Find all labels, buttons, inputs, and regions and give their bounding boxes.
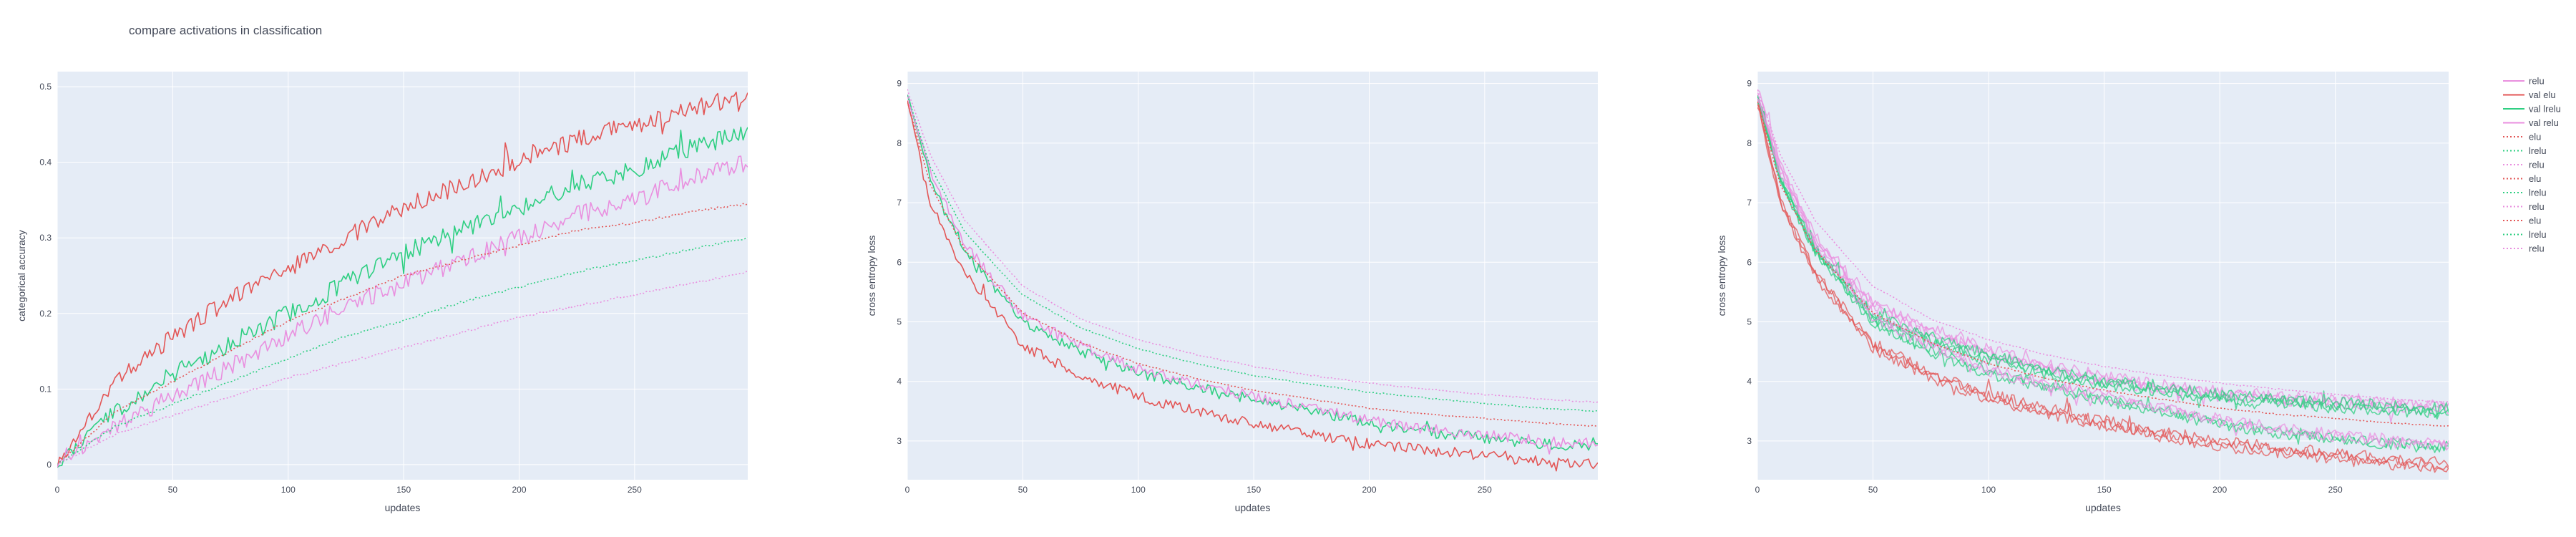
series-line-relu-bundle- [1757, 92, 2449, 412]
y-tick-label: 0.5 [39, 82, 52, 92]
series-line-val-relu [907, 94, 1598, 455]
y-tick-label: 0.4 [39, 158, 52, 168]
y-tick-label: 5 [897, 316, 902, 326]
x-axis-label: updates [1235, 502, 1271, 513]
x-tick-label: 50 [1868, 485, 1878, 495]
legend-label: lrelu [2529, 145, 2547, 156]
x-tick-label: 200 [512, 485, 526, 495]
x-tick-label: 200 [1362, 485, 1376, 495]
series-line-val-lrelu [57, 126, 748, 468]
series-line-val-elu [1757, 101, 2449, 470]
series-line-val-lrelu [1757, 102, 2449, 453]
legend-label: relu [2529, 243, 2545, 254]
chart-panel-3: 0 50 100 150 200 250 3 4 5 6 7 8 9 updates cross entro… [1716, 72, 2449, 513]
legend-label: relu [2529, 160, 2545, 170]
chart-panel-1: 0 50 100 150 200 250 0 0.1 0.2 0.3 0.4 0.5 updates ca… [16, 72, 748, 513]
y-tick-label: 6 [1747, 257, 1752, 267]
y-tick-label: 7 [897, 198, 902, 208]
y-tick-label: 0 [47, 460, 52, 470]
legend-label: relu [2529, 76, 2545, 87]
y-tick-label: 6 [897, 257, 902, 267]
legend-label: val lrelu [2529, 104, 2561, 115]
legend-item[interactable]: lrelu [2503, 145, 2547, 156]
legend-item[interactable]: lrelu [2503, 229, 2547, 240]
x-tick-label: 100 [281, 485, 296, 495]
y-tick-label: 0.3 [39, 233, 52, 243]
series-group [907, 89, 1598, 472]
x-axis-label: updates [385, 502, 421, 513]
y-tick-label: 5 [1747, 316, 1752, 326]
x-tick-label: 150 [396, 485, 411, 495]
legend-item[interactable]: elu [2503, 173, 2541, 184]
x-tick-label: 150 [1246, 485, 1261, 495]
y-tick-label: 4 [1747, 377, 1752, 387]
y-axis-label: categorical accuracy [16, 230, 27, 321]
y-tick-label: 9 [897, 79, 902, 89]
legend-label: relu [2529, 201, 2545, 212]
y-tick-label: 3 [897, 436, 902, 446]
series-line-elu [907, 101, 1598, 427]
legend-item[interactable]: elu [2503, 216, 2541, 226]
y-tick-label: 0.1 [39, 384, 52, 394]
legend-item[interactable]: val elu [2503, 90, 2556, 100]
x-tick-label: 0 [905, 485, 910, 495]
x-tick-label: 250 [628, 485, 642, 495]
x-tick-label: 250 [1478, 485, 1492, 495]
x-tick-label: 0 [1755, 485, 1760, 495]
y-tick-label: 3 [1747, 436, 1752, 446]
legend-item[interactable]: relu [2503, 243, 2545, 254]
y-tick-label: 8 [1747, 138, 1752, 148]
legend-item[interactable]: relu [2503, 76, 2545, 87]
y-tick-label: 8 [897, 138, 902, 148]
series-line-relu [57, 271, 748, 466]
legend-item[interactable]: relu [2503, 160, 2545, 170]
series-group [57, 91, 748, 468]
legend-label: val elu [2529, 90, 2556, 100]
x-tick-label: 150 [2097, 485, 2112, 495]
legend-item[interactable]: lrelu [2503, 188, 2547, 198]
series-group [1757, 89, 2449, 473]
legend-label: lrelu [2529, 229, 2547, 240]
series-line-val-elu [57, 91, 748, 468]
legend-label: elu [2529, 132, 2541, 142]
x-axis-label: updates [2085, 502, 2121, 513]
x-tick-label: 100 [1981, 485, 1996, 495]
y-tick-label: 4 [897, 377, 902, 387]
series-line-relu-bundle- [1757, 89, 2449, 410]
series-line-lrelu-bundle- [1757, 95, 2449, 417]
legend-label: val relu [2529, 117, 2559, 128]
y-axis-label: cross entropy loss [1716, 236, 1727, 316]
y-tick-label: 7 [1747, 198, 1752, 208]
x-tick-label: 200 [2212, 485, 2227, 495]
series-line-val-relu [1757, 97, 2449, 448]
legend-item[interactable]: val relu [2503, 117, 2559, 128]
x-tick-label: 250 [2328, 485, 2343, 495]
series-line-relu [907, 89, 1598, 404]
chart-panel-2: 0 50 100 150 200 250 3 4 5 6 7 8 9 updates cross entro… [866, 72, 1598, 513]
x-tick-label: 50 [1018, 485, 1028, 495]
series-line-val-elu [907, 100, 1598, 472]
legend-label: elu [2529, 173, 2541, 184]
y-tick-label: 9 [1747, 79, 1752, 89]
series-line-elu [57, 203, 748, 466]
y-tick-label: 0.2 [39, 309, 52, 319]
series-line-val-relu [57, 155, 748, 468]
plot-area [1757, 72, 2449, 480]
legend-item[interactable]: val lrelu [2503, 104, 2561, 115]
plot-area [907, 72, 1598, 480]
plot-area [57, 72, 748, 480]
series-line-lrelu [57, 236, 748, 465]
x-tick-label: 0 [55, 485, 60, 495]
series-line-val-relu [1757, 99, 2449, 451]
legend: relu val elu val lrelu val relu elu lrelu relu… [2503, 76, 2561, 254]
legend-item[interactable]: relu [2503, 201, 2545, 212]
legend-item[interactable]: elu [2503, 132, 2541, 142]
x-tick-label: 50 [168, 485, 178, 495]
legend-label: lrelu [2529, 188, 2547, 198]
x-tick-label: 100 [1131, 485, 1146, 495]
y-axis-label: cross entropy loss [866, 236, 877, 316]
legend-label: elu [2529, 216, 2541, 226]
chart-title: compare activations in classification [129, 24, 322, 37]
